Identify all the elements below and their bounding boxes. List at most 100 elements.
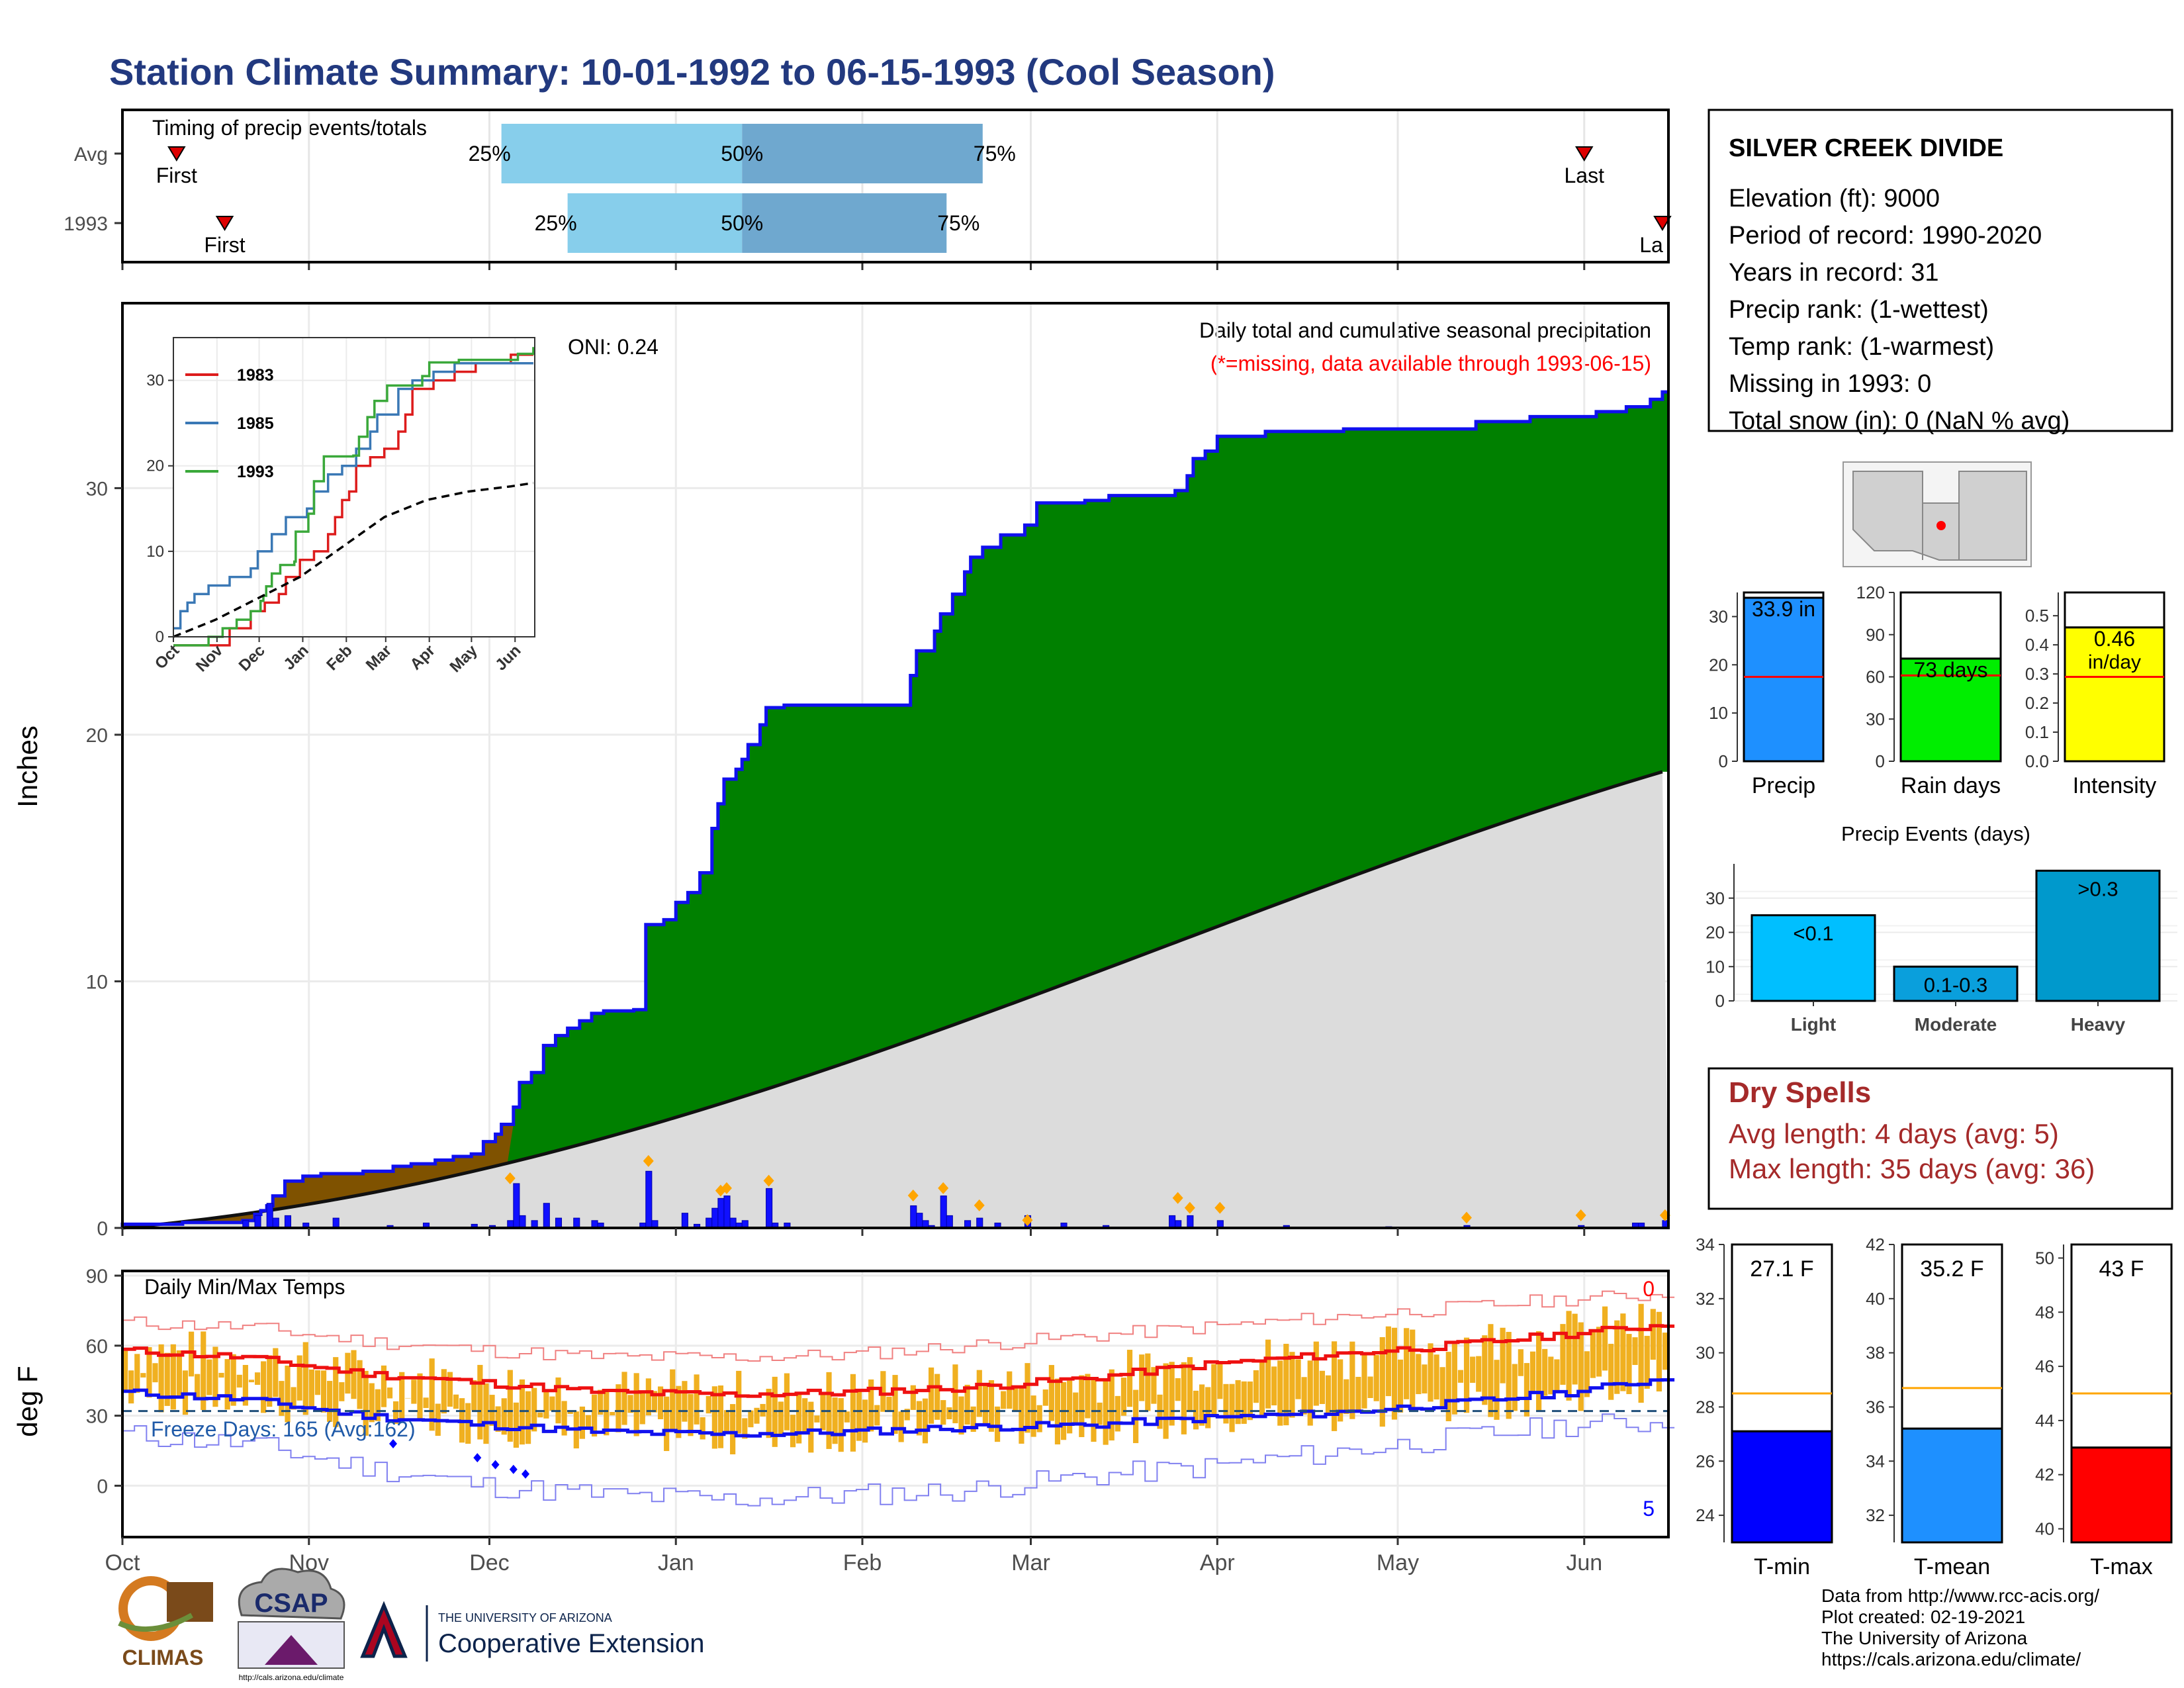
csap-text: CSAP (254, 1589, 328, 1618)
daily-temp-bar (393, 1401, 399, 1425)
tbar-value-label: 27.1 F (1750, 1256, 1813, 1282)
daily-precip-bar (254, 1215, 261, 1229)
main-ytick-label: 30 (86, 478, 108, 500)
events-ytick-label: 0 (1715, 991, 1725, 1011)
tbar-ytick-label: 32 (1696, 1289, 1715, 1309)
inset-series-1985 (173, 361, 533, 630)
inset-background (173, 338, 535, 637)
daily-temp-bar (868, 1379, 874, 1432)
tbar-ytick-label: 26 (1696, 1451, 1715, 1471)
summary-unit-label: in/day (2088, 651, 2141, 673)
precip-events-title: Precip Events (days) (1841, 822, 2030, 845)
locator-map (1843, 461, 2032, 567)
tbar-ytick-label: 48 (2035, 1302, 2054, 1322)
daily-temp-bar (1120, 1378, 1127, 1416)
daily-temp-bar (1338, 1359, 1343, 1422)
tbar-ytick-label: 46 (2035, 1356, 2054, 1376)
daily-temp-bar (796, 1393, 802, 1444)
timing-p25-label: 25% (535, 211, 577, 235)
daily-temp-bar (441, 1369, 447, 1414)
daily-precip-bar (272, 1217, 279, 1229)
daily-temp-bar (832, 1397, 838, 1444)
summary-ytick-label: 30 (1709, 606, 1728, 626)
daily-temp-bar (790, 1415, 796, 1448)
daily-temp-bar (1109, 1369, 1115, 1441)
daily-temp-bar (1193, 1390, 1199, 1430)
daily-temp-bar (1439, 1367, 1445, 1407)
timing-bar-50-75 (742, 124, 983, 183)
event-bar-light (1751, 914, 1876, 1002)
tbar-ytick-label: 30 (1696, 1343, 1715, 1363)
timing-p50-label: 50% (721, 211, 763, 235)
event-category-label: Heavy (2071, 1014, 2126, 1035)
temp-top-count: 0 (1643, 1277, 1655, 1301)
tbar-headroom (1731, 1243, 1833, 1432)
daily-temp-bar (537, 1412, 543, 1418)
timing-bar-25-50 (501, 124, 743, 183)
precip-event-marker (1172, 1192, 1183, 1204)
record-low-marker (491, 1460, 500, 1470)
month-label-may: May (1377, 1550, 1419, 1575)
daily-temp-bar (507, 1370, 513, 1442)
daily-temp-bar (279, 1381, 285, 1416)
summary-bar-precip (1743, 596, 1825, 763)
daily-temp-bar (1391, 1327, 1398, 1420)
main-ytick-label: 10 (86, 971, 108, 993)
daily-temp-bar (627, 1395, 633, 1413)
temp-ytick-label: 90 (86, 1266, 108, 1288)
daily-temp-bar (134, 1354, 140, 1393)
tbar-ytick-label: 34 (1696, 1235, 1715, 1254)
precip-event-marker (974, 1199, 985, 1211)
timing-p75-label: 75% (937, 211, 979, 235)
daily-temp-bar (1343, 1379, 1349, 1415)
daily-temp-bar (1373, 1354, 1379, 1401)
footer-line-2: Plot created: 02-19-2021 (1821, 1607, 2025, 1627)
tmax-normal-line (122, 1324, 1675, 1398)
tbar-value-label: 35.2 F (1920, 1256, 1983, 1282)
daily-temp-bar (1067, 1380, 1073, 1434)
main-header: Daily total and cumulative seasonal prec… (1199, 318, 1651, 342)
tbar-t-max (2070, 1446, 2173, 1544)
daily-temp-bar (1024, 1363, 1030, 1433)
inset-series-1983 (173, 353, 533, 647)
daily-temp-bar (387, 1387, 393, 1399)
precip-event-marker (504, 1172, 516, 1184)
inset-frame (173, 337, 535, 637)
cumulative-surplus-area (122, 392, 1668, 1228)
summary-value-label: 0.46 (2094, 627, 2135, 651)
inset-legend-label: 1985 (237, 414, 274, 433)
dry-spells-avg: Avg length: 4 days (avg: 5) (1729, 1118, 2059, 1149)
summary-value-label: 73 days (1913, 658, 1987, 682)
daily-temp-bar (1205, 1387, 1211, 1429)
daily-temp-bar (248, 1380, 255, 1383)
record-high-line (122, 1290, 1675, 1362)
daily-temp-bar (195, 1374, 201, 1399)
daily-temp-bar (555, 1377, 561, 1424)
daily-temp-bar (483, 1383, 489, 1444)
daily-temp-bar (1054, 1378, 1061, 1445)
daily-temp-bar (1397, 1359, 1404, 1413)
daily-temp-bar (916, 1401, 922, 1436)
last-event-marker (1574, 146, 1594, 162)
daily-temp-bar (766, 1388, 772, 1438)
timing-panel: Timing of precip events/totals Avg 25% 50%… (64, 109, 1672, 270)
daily-temp-bar (1572, 1313, 1578, 1385)
first-event-marker (215, 216, 234, 231)
month-label-feb: Feb (843, 1550, 882, 1575)
daily-temp-bar (670, 1369, 676, 1431)
daily-temp-bar (1283, 1344, 1289, 1426)
daily-precip-bar (940, 1196, 947, 1229)
daily-temp-bar (128, 1370, 134, 1404)
daily-temp-bar (1253, 1370, 1259, 1403)
daily-temp-bar (994, 1406, 1001, 1442)
daily-temp-bar (308, 1369, 314, 1409)
daily-temp-bar (1494, 1360, 1500, 1420)
daily-precip-bar (513, 1183, 520, 1229)
summary-bar-intensity (2064, 626, 2165, 763)
daily-temp-bar (1620, 1313, 1626, 1391)
daily-temp-bar (688, 1393, 694, 1436)
daily-temp-bar (1079, 1375, 1085, 1437)
month-label-dec: Dec (469, 1550, 509, 1575)
inset-ytick-label: 30 (146, 372, 164, 390)
daily-temp-bar (230, 1354, 236, 1406)
